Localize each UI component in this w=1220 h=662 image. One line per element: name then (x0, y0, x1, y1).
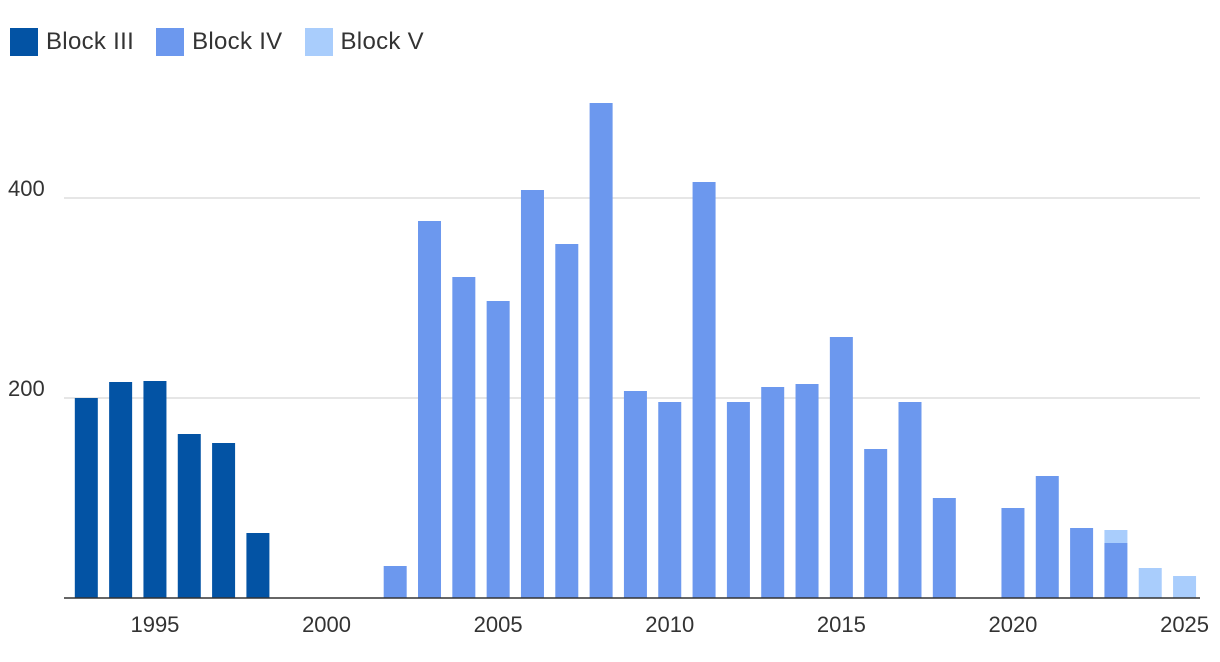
x-tick-label-2020: 2020 (988, 612, 1037, 637)
bar-2002-block-iv[interactable] (383, 566, 407, 598)
legend-swatch-2 (156, 28, 185, 56)
bar-2018-block-iv[interactable] (932, 498, 956, 598)
x-tick-label-2010: 2010 (645, 612, 694, 637)
legend-item-2[interactable]: Block IV (156, 28, 282, 56)
bar-2022-block-iv[interactable] (1070, 528, 1094, 598)
bar-2014-block-iv[interactable] (795, 384, 819, 598)
bar-1996-block-iii[interactable] (177, 434, 201, 598)
bar-2010-block-iv[interactable] (658, 402, 682, 598)
legend-swatch-3 (304, 28, 333, 56)
bar-2025-block-v[interactable] (1173, 576, 1197, 598)
x-tick-label-1995: 1995 (130, 612, 179, 637)
bar-2011-block-iv[interactable] (692, 182, 716, 598)
bar-2003-block-iv[interactable] (418, 221, 442, 598)
x-tick-label-2000: 2000 (302, 612, 351, 637)
bar-2015-block-iv[interactable] (829, 337, 853, 598)
legend: Block III Block IV Block V (10, 28, 446, 56)
bar-2006-block-iv[interactable] (520, 190, 544, 598)
bar-2007-block-iv[interactable] (555, 244, 579, 598)
bar-2016-block-iv[interactable] (864, 449, 888, 598)
bar-2009-block-iv[interactable] (623, 391, 647, 598)
bar-2004-block-iv[interactable] (452, 277, 476, 598)
legend-label-3: Block V (340, 28, 424, 55)
legend-label-1: Block III (46, 28, 135, 55)
legend-swatch-1 (10, 28, 38, 56)
legend-item-3[interactable]: Block V (304, 28, 424, 56)
bar-1997-block-iii[interactable] (212, 443, 236, 598)
legend-label-2: Block IV (192, 28, 283, 55)
bar-2005-block-iv[interactable] (486, 301, 510, 598)
bar-1994-block-iii[interactable] (109, 382, 133, 598)
bar-2008-block-iv[interactable] (589, 103, 613, 598)
y-tick-label-400: 400 (8, 176, 45, 201)
bar-1998-block-iii[interactable] (246, 533, 270, 598)
bar-2023-block-v[interactable] (1104, 530, 1128, 543)
legend-item-1[interactable]: Block III (10, 28, 134, 56)
bar-2012-block-iv[interactable] (726, 402, 750, 598)
y-tick-label-200: 200 (8, 376, 45, 401)
bar-2024-block-v[interactable] (1138, 568, 1162, 598)
bar-2023-block-iv[interactable] (1104, 543, 1128, 598)
bar-1993-block-iii[interactable] (74, 398, 98, 598)
bar-2021-block-iv[interactable] (1035, 476, 1059, 598)
bar-2020-block-iv[interactable] (1001, 508, 1025, 598)
x-tick-label-2015: 2015 (817, 612, 866, 637)
x-tick-label-2025: 2025 (1160, 612, 1209, 637)
bar-2013-block-iv[interactable] (761, 387, 785, 598)
x-tick-label-2005: 2005 (474, 612, 523, 637)
bar-2017-block-iv[interactable] (898, 402, 922, 598)
bar-1995-block-iii[interactable] (143, 381, 167, 598)
